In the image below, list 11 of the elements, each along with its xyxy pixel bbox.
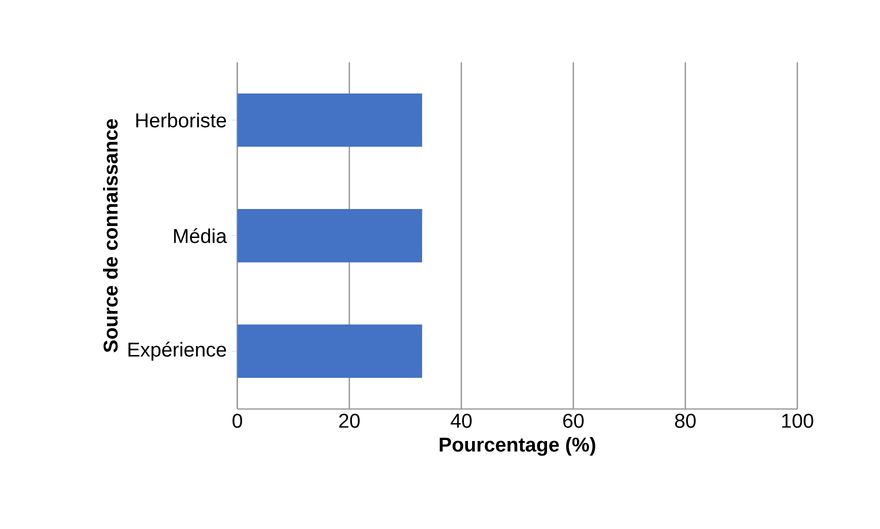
x-tick-label: 60 <box>563 414 584 428</box>
x-tick-label: 40 <box>450 414 472 428</box>
x-tick-label: 100 <box>782 414 814 428</box>
x-axis-title: Pourcentage (%) <box>440 437 596 456</box>
x-tick-label: 0 <box>232 414 242 428</box>
y-tick-label: Expérience <box>128 342 226 361</box>
y-tick-label: Média <box>174 228 227 244</box>
y-tick-label: Herboriste <box>136 112 226 128</box>
x-tick-label: 20 <box>339 414 360 428</box>
y-axis-title: Source de connaissance <box>103 119 118 352</box>
x-tick-label: 80 <box>675 414 696 428</box>
